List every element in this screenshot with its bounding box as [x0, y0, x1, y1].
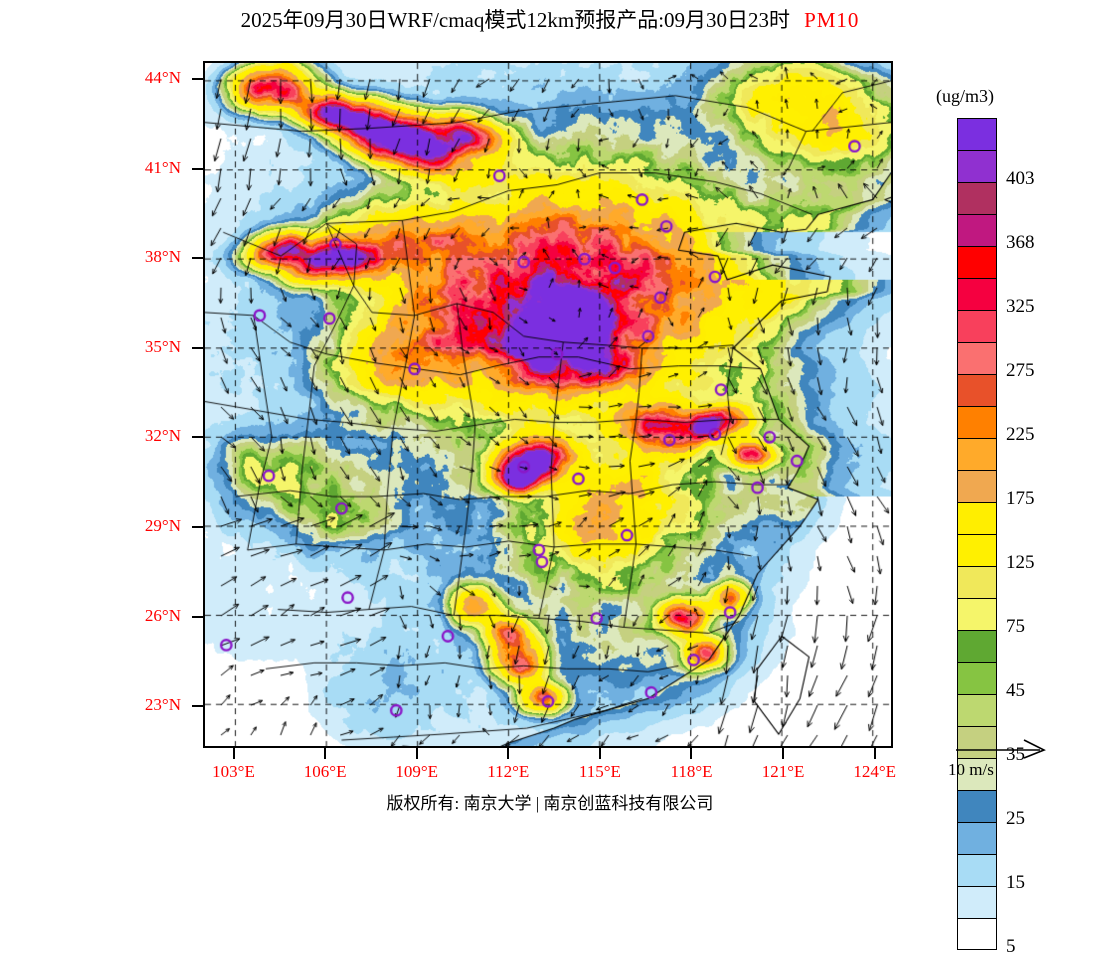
colorbar-cell	[957, 470, 997, 502]
colorbar-cell	[957, 118, 997, 150]
colorbar-cell	[957, 694, 997, 726]
y-axis-tick	[192, 257, 203, 260]
y-axis-tick	[192, 77, 203, 80]
y-axis-label: 38°N	[144, 247, 181, 267]
colorbar-tick-label: 25	[1006, 808, 1025, 829]
colorbar-cell	[957, 342, 997, 374]
colorbar-tick-label: 275	[1006, 360, 1035, 381]
y-axis-tick	[192, 346, 203, 349]
y-axis-tick	[192, 615, 203, 618]
colorbar-cell	[957, 182, 997, 214]
map-plot-frame[interactable]	[203, 61, 893, 748]
y-axis-label: 35°N	[144, 336, 181, 356]
colorbar-tick-label: 325	[1006, 296, 1035, 317]
y-axis-label: 23°N	[144, 695, 181, 715]
colorbar-cell	[957, 310, 997, 342]
colorbar-cell	[957, 854, 997, 886]
x-axis-tick	[415, 748, 418, 759]
copyright-footer: 版权所有: 南京大学 | 南京创蓝科技有限公司	[386, 794, 714, 813]
title-main-text: 2025年09月30日WRF/cmaq模式12km预报产品:09月30日23时	[240, 8, 791, 32]
colorbar-cell	[957, 790, 997, 822]
colorbar-cell	[957, 918, 997, 950]
colorbar-cell	[957, 246, 997, 278]
page-title: 2025年09月30日WRF/cmaq模式12km预报产品:09月30日23时 P…	[0, 4, 1100, 34]
colorbar-tick-label: 403	[1006, 168, 1035, 189]
x-axis-tick	[598, 748, 601, 759]
colorbar-cell	[957, 502, 997, 534]
wind-arrow-icon	[952, 736, 1072, 760]
x-axis-tick	[873, 748, 876, 759]
y-axis-tick	[192, 167, 203, 170]
title-species-text: PM10	[804, 8, 860, 32]
x-axis-tick	[507, 748, 510, 759]
colorbar-cell	[957, 822, 997, 854]
y-axis-label: 32°N	[144, 426, 181, 446]
x-axis-label: 103°E	[212, 762, 255, 781]
colorbar-unit-label: (ug/m3)	[936, 86, 994, 106]
x-axis-label: 109°E	[395, 762, 439, 781]
y-axis-label: 41°N	[144, 157, 181, 177]
colorbar-tick-label: 125	[1006, 552, 1035, 573]
x-axis-tick	[690, 748, 693, 759]
colorbar-cell	[957, 566, 997, 598]
y-axis-tick	[192, 436, 203, 439]
x-axis-label: 121°E	[761, 762, 805, 781]
colorbar-tick-label: 175	[1006, 488, 1035, 509]
colorbar-cell	[957, 662, 997, 694]
pm10-contour-map[interactable]	[205, 63, 891, 746]
colorbar-tick-label: 225	[1006, 424, 1035, 445]
colorbar-tick-label: 75	[1006, 616, 1025, 637]
colorbar-tick-label: 368	[1006, 232, 1035, 253]
x-axis-tick	[232, 748, 235, 759]
colorbar-cell	[957, 630, 997, 662]
wind-key-label: 10 m/s	[948, 760, 994, 779]
x-axis-label: 106°E	[303, 762, 347, 781]
colorbar-tick-label: 5	[1006, 936, 1016, 957]
colorbar-cell	[957, 758, 997, 790]
x-axis-tick	[782, 748, 785, 759]
colorbar-cell	[957, 726, 997, 758]
x-axis-label: 124°E	[853, 762, 897, 781]
colorbar-cell	[957, 534, 997, 566]
colorbar-cell	[957, 438, 997, 470]
colorbar-cell	[957, 214, 997, 246]
y-axis-label: 29°N	[144, 515, 181, 535]
y-axis-tick	[192, 525, 203, 528]
y-axis-tick	[192, 705, 203, 708]
colorbar-cell	[957, 278, 997, 310]
y-axis-label: 44°N	[144, 67, 181, 87]
x-axis-label: 115°E	[578, 762, 621, 781]
colorbar-tick-label: 45	[1006, 680, 1025, 701]
colorbar-cell	[957, 886, 997, 918]
x-axis-label: 118°E	[670, 762, 713, 781]
colorbar-cell	[957, 150, 997, 182]
colorbar-cell	[957, 598, 997, 630]
x-axis-label: 112°E	[487, 762, 530, 781]
colorbar-cell	[957, 374, 997, 406]
colorbar-tick-label: 15	[1006, 872, 1025, 893]
y-axis-label: 26°N	[144, 605, 181, 625]
colorbar-cell	[957, 406, 997, 438]
x-axis-tick	[324, 748, 327, 759]
colorbar[interactable]	[957, 118, 997, 950]
